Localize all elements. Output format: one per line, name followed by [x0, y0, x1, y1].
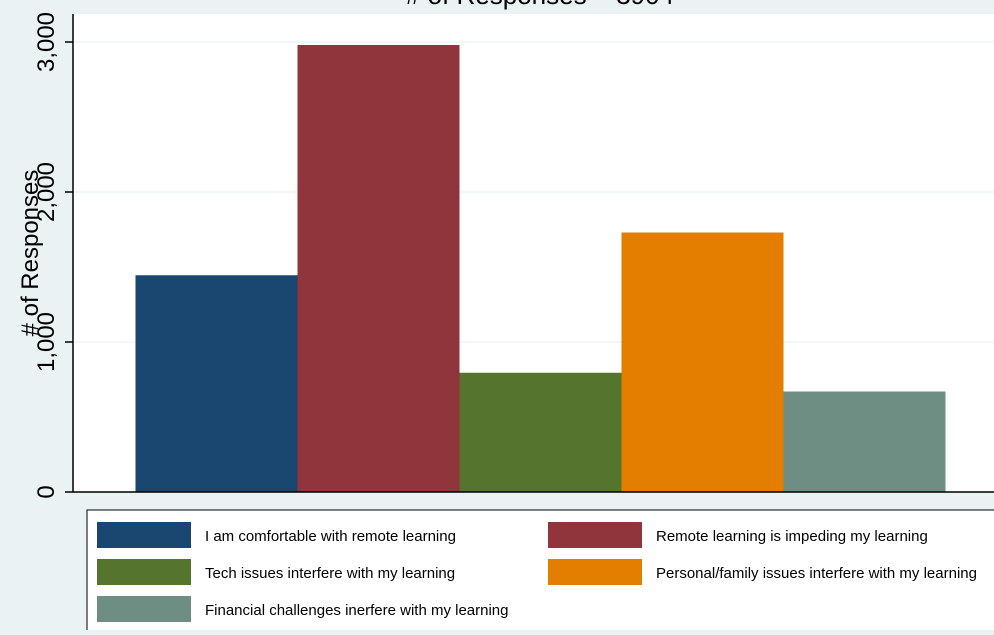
- bar: [621, 232, 784, 492]
- legend-swatch: [548, 522, 642, 548]
- legend-swatch: [97, 559, 191, 585]
- legend-label: I am comfortable with remote learning: [205, 528, 456, 545]
- y-tick-label: 3,000: [33, 12, 60, 72]
- legend-label: Financial challenges inerfere with my le…: [205, 602, 509, 619]
- bar: [459, 372, 622, 492]
- tick-layer: 0 1,000 2,000 3,000: [33, 12, 73, 499]
- legend-swatch: [548, 559, 642, 585]
- legend-label: Personal/family issues interfere with my…: [656, 565, 977, 582]
- y-axis-title: # of Responses: [17, 170, 44, 337]
- bar: [783, 391, 946, 492]
- bar-layer: [135, 45, 946, 492]
- bar: [297, 45, 460, 492]
- legend-label: Tech issues interfere with my learning: [205, 565, 455, 582]
- legend-swatch: [97, 596, 191, 622]
- legend: I am comfortable with remote learning Rem…: [97, 522, 977, 622]
- axis-layer: [72, 14, 994, 493]
- legend-swatch: [97, 522, 191, 548]
- bar: [135, 275, 298, 492]
- legend-box: [86, 509, 994, 635]
- legend-label: Remote learning is impeding my learning: [656, 528, 928, 545]
- y-tick-label: 0: [33, 485, 60, 498]
- chart-title: # of Responses = 3904: [406, 0, 674, 10]
- y-tick-label: 1,000: [33, 312, 60, 372]
- y-tick-label: 2,000: [33, 162, 60, 222]
